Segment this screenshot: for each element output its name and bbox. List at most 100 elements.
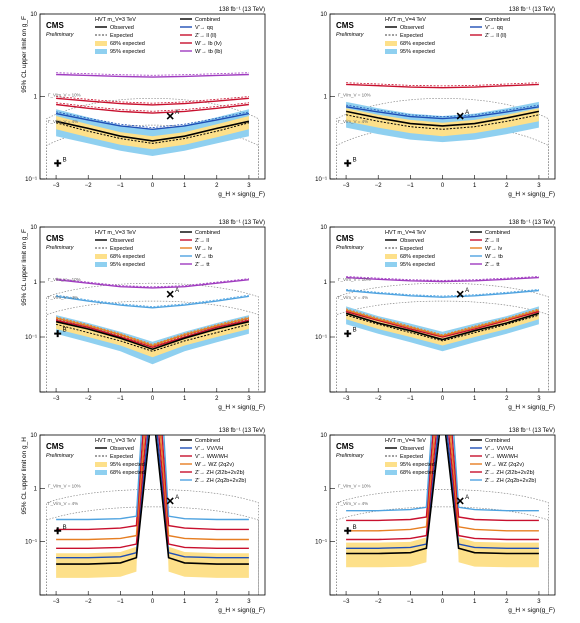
series-line-left-1: [56, 435, 147, 549]
band-95: [346, 101, 539, 143]
legend-swatch: [95, 462, 107, 467]
observed-line-right: [444, 435, 539, 555]
band-68: [346, 108, 539, 137]
legend-swatch: [385, 49, 397, 54]
legend-entry: V′→ qq: [485, 25, 503, 31]
legend-entry: Z′→ ll: [195, 238, 209, 244]
marker-b: [344, 159, 352, 167]
preliminary-label: Preliminary: [46, 453, 75, 459]
legend-model: HVT m_V=3 TeV: [95, 17, 136, 23]
legend-swatch: [385, 470, 397, 475]
x-tick-label: −2: [375, 599, 383, 605]
series-line-3: [346, 276, 539, 283]
legend-model: HVT m_V=4 TeV: [385, 438, 426, 444]
x-tick-label: −1: [407, 396, 415, 402]
width-contour-10pct: [46, 489, 259, 595]
y-axis-label: 95% CL upper limit on g_F: [21, 16, 28, 93]
chart-panel-top-left: A B Γ_V/m_V = 10% Γ_V/m_V = 4% −3 −2 −1 0 1 2 3 10⁻…: [21, 7, 266, 198]
y-tick-label: 1: [324, 280, 328, 286]
contour-label-4pct: Γ_V/m_V = 4%: [48, 119, 78, 124]
plot-area: [336, 82, 549, 179]
preliminary-label: Preliminary: [336, 32, 365, 38]
series-line-right-3: [451, 435, 539, 522]
legend-entry: Observed: [400, 238, 424, 244]
series-line-right-2: [449, 435, 539, 532]
contour-label-10pct: Γ_V/m_V = 10%: [48, 484, 81, 489]
series-expected-line-0: [56, 111, 249, 129]
plot-area: [336, 276, 549, 392]
x-tick-label: 0: [151, 183, 155, 189]
marker-label-b: B: [63, 157, 67, 163]
legend-entry: Observed: [400, 25, 424, 31]
y-tick-label: 10: [30, 225, 37, 231]
observed-line-left: [56, 435, 151, 565]
marker-label-a: A: [465, 495, 469, 501]
series-line-1: [56, 97, 249, 106]
chart-panel-top-right: A B Γ_V/m_V = 10% Γ_V/m_V = 4% −3 −2 −1 0 1 2 3 10⁻…: [315, 7, 556, 198]
legend-entry: 95% expected: [110, 462, 145, 468]
x-tick-label: −1: [117, 183, 125, 189]
series-line-right-3: [161, 435, 249, 531]
series-line-left-2: [346, 435, 436, 532]
legend-swatch: [95, 49, 107, 54]
y-axis-label: 95% CL upper limit on g_F: [21, 229, 28, 306]
marker-b: [54, 527, 62, 535]
x-tick-label: 0: [151, 396, 155, 402]
legend-entry: W′→ tb (lb): [195, 49, 222, 55]
series-line-left-1: [346, 435, 437, 541]
plot-area: [336, 435, 549, 595]
legend-entry: W′→ tb: [195, 254, 213, 260]
series-line-left-3: [346, 435, 434, 522]
x-tick-label: −2: [85, 183, 93, 189]
x-tick-label: 1: [473, 599, 477, 605]
width-contour-4pct: [336, 300, 549, 392]
band-68: [56, 116, 249, 150]
series-expected-line-1: [56, 96, 249, 104]
marker-label-b: B: [63, 525, 67, 531]
observed-line-right: [154, 435, 249, 565]
legend-entry: 95% expected: [110, 49, 145, 55]
legend-entry: V′→ VV/VH: [485, 446, 513, 452]
series-line-left-0: [56, 435, 149, 559]
legend-swatch: [95, 470, 107, 475]
legend-entry: 68% expected: [400, 41, 435, 47]
plot-area: [46, 435, 259, 595]
series-line-right-1: [448, 435, 539, 541]
x-tick-label: 1: [183, 599, 187, 605]
legend-entry: Combined: [485, 17, 510, 23]
observed-line: [55, 320, 250, 351]
marker-label-a: A: [465, 110, 469, 116]
series-expected-line-0: [346, 104, 539, 118]
series-line-right-1: [158, 435, 249, 549]
legend: HVT m_V=3 TeV Observed Expected 95% expecte…: [95, 438, 246, 484]
marker-label-a: A: [465, 288, 469, 294]
series-line-right-4: [453, 435, 539, 512]
legend-entry: W′→ tb: [485, 254, 503, 260]
legend-model: HVT m_V=4 TeV: [385, 230, 426, 236]
series-line-3: [56, 73, 249, 78]
legend-entry: 68% expected: [110, 254, 145, 260]
series-line-left-3: [56, 435, 144, 531]
marker-a: [166, 112, 174, 120]
x-axis-label: g_H × sign(g_F): [508, 191, 555, 198]
y-tick-label: 1: [34, 486, 38, 492]
series-expected-line-2: [346, 289, 539, 297]
legend-model: HVT m_V=3 TeV: [95, 230, 136, 236]
chart-panel-bottom-left: A B Γ_V/m_V = 10% Γ_V/m_V = 4% −3 −2 −1 0 1 2 3 10⁻…: [21, 428, 266, 614]
legend-swatch: [95, 41, 107, 46]
width-contour-10pct: [336, 489, 549, 595]
legend-entry: V′→ VV/VH: [195, 446, 223, 452]
series-line-2: [55, 295, 250, 309]
legend-entry: Combined: [195, 230, 220, 236]
legend-entry: Expected: [110, 33, 133, 39]
legend-entry: Z′→ ZH (2q2b+2ν2b): [195, 478, 246, 484]
series-line-left-4: [346, 435, 432, 512]
legend-entry: V′→ qq: [195, 25, 213, 31]
y-tick-label: 1: [34, 280, 38, 286]
legend-swatch: [95, 254, 107, 259]
plot-area: [46, 72, 259, 179]
legend-entry: Combined: [485, 230, 510, 236]
y-tick-label: 1: [324, 95, 328, 101]
legend-entry: Expected: [110, 454, 133, 460]
legend-swatch: [385, 254, 397, 259]
